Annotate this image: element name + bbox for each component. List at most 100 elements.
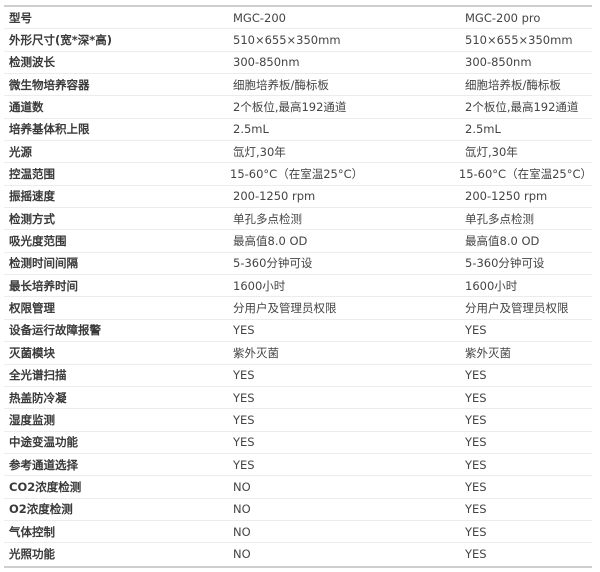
spec-label: 热盖防冷凝	[9, 390, 67, 405]
table-row: 培养基体积上限 2.5mL 2.5mL	[4, 119, 592, 142]
mgc-200-pro-value: YES	[465, 457, 487, 472]
mgc-200-value: 分用户及管理员权限	[233, 301, 337, 316]
mgc-200-value: NO	[233, 502, 251, 517]
spec-label: 培养基体积上限	[9, 122, 90, 137]
mgc-200-value: NO	[233, 547, 251, 562]
mgc-200-value: YES	[233, 368, 255, 383]
table-row: 光照功能 NO YES	[4, 543, 592, 565]
mgc-200-pro-value: 2.5mL	[465, 122, 501, 137]
mgc-200-pro-value: YES	[465, 368, 487, 383]
mgc-200-pro-value: 2个板位,最高192通道	[465, 100, 579, 115]
table-row: 检测时间间隔 5-360分钟可设 5-360分钟可设	[4, 253, 592, 276]
mgc-200-pro-value: 紫外灭菌	[465, 345, 511, 360]
spec-label: 外形尺寸(宽*深*高)	[9, 33, 113, 48]
mgc-200-pro-value: YES	[465, 412, 487, 427]
mgc-200-value: 紫外灭菌	[233, 345, 279, 360]
spec-label: 灭菌模块	[9, 345, 55, 360]
mgc-200-pro-value: 单孔多点检测	[465, 211, 534, 226]
mgc-200-pro-value: 1600小时	[465, 278, 518, 293]
mgc-200-value: MGC-200	[233, 10, 286, 25]
mgc-200-value: YES	[233, 457, 255, 472]
mgc-200-pro-value: MGC-200 pro	[465, 10, 541, 25]
mgc-200-value: 单孔多点检测	[233, 211, 302, 226]
mgc-200-value: 2个板位,最高192通道	[233, 100, 347, 115]
mgc-200-pro-value: 300-850nm	[465, 55, 532, 70]
spec-label: CO2浓度检测	[9, 479, 82, 494]
mgc-200-value: 2.5mL	[233, 122, 269, 137]
spec-label: O2浓度检测	[9, 502, 73, 517]
spec-label: 控温范围	[9, 167, 55, 182]
table-row: 中途变温功能 YES YES	[4, 432, 592, 454]
spec-label: 中途变温功能	[9, 435, 78, 450]
mgc-200-value: YES	[233, 412, 255, 427]
table-row: 光源 氙灯,30年 氙灯,30年	[4, 141, 592, 164]
table-row: 吸光度范围 最高值8.0 OD 最高值8.0 OD	[4, 230, 592, 253]
mgc-200-pro-value: 5-360分钟可设	[465, 256, 545, 271]
table-row: O2浓度检测 NO YES	[4, 499, 592, 521]
spec-label: 光照功能	[9, 547, 55, 562]
table-row: 控温范围 15-60°C（在室温25°C） 15-60°C（在室温25°C）	[4, 163, 592, 186]
mgc-200-pro-value: YES	[465, 502, 487, 517]
mgc-200-pro-value: YES	[465, 547, 487, 562]
mgc-200-pro-value: YES	[465, 435, 487, 450]
mgc-200-value: 细胞培养板/酶标板	[233, 77, 329, 92]
spec-label: 气体控制	[9, 524, 55, 539]
table-row: 最长培养时间 1600小时 1600小时	[4, 275, 592, 298]
table-row: 湿度监测 YES YES	[4, 409, 592, 432]
mgc-200-value: 15-60°C（在室温25°C）	[230, 167, 364, 182]
mgc-200-pro-value: 510×655×350mm	[465, 33, 573, 48]
table-row: 检测波长 300-850nm 300-850nm	[4, 52, 592, 75]
spec-label: 通道数	[9, 100, 44, 115]
table-row: 外形尺寸(宽*深*高) 510×655×350mm 510×655×350mm	[4, 29, 592, 52]
spec-label: 参考通道选择	[9, 457, 78, 472]
mgc-200-pro-value: YES	[465, 479, 487, 494]
spec-label: 设备运行故障报警	[9, 323, 101, 338]
mgc-200-value: 氙灯,30年	[233, 144, 286, 159]
mgc-200-pro-value: 200-1250 rpm	[465, 189, 548, 204]
table-row: 设备运行故障报警 YES YES	[4, 320, 592, 343]
spec-label: 检测波长	[9, 55, 55, 70]
spec-label: 型号	[9, 10, 32, 25]
spec-label: 振摇速度	[9, 189, 55, 204]
mgc-200-pro-value: 分用户及管理员权限	[465, 301, 569, 316]
mgc-200-value: NO	[233, 479, 251, 494]
mgc-200-value: 1600小时	[233, 278, 286, 293]
mgc-200-value: 510×655×350mm	[233, 33, 341, 48]
table-header-row: 型号 MGC-200 MGC-200 pro	[4, 7, 592, 30]
table-row: 微生物培养容器 细胞培养板/酶标板 细胞培养板/酶标板	[4, 74, 592, 97]
mgc-200-value: 300-850nm	[233, 55, 300, 70]
table-row: 热盖防冷凝 YES YES	[4, 387, 592, 410]
mgc-200-value: YES	[233, 390, 255, 405]
spec-comparison-table: 型号 MGC-200 MGC-200 pro 外形尺寸(宽*深*高) 510×655×3…	[4, 5, 592, 568]
table-row: 权限管理 分用户及管理员权限 分用户及管理员权限	[4, 297, 592, 320]
mgc-200-value: 200-1250 rpm	[233, 189, 316, 204]
table-row: 全光谱扫描 YES YES	[4, 365, 592, 387]
mgc-200-pro-value: YES	[465, 524, 487, 539]
mgc-200-value: YES	[233, 323, 255, 338]
table-row: 气体控制 NO YES	[4, 521, 592, 544]
spec-label: 全光谱扫描	[9, 368, 67, 383]
table-row: 检测方式 单孔多点检测 单孔多点检测	[4, 208, 592, 231]
table-row: CO2浓度检测 NO YES	[4, 476, 592, 499]
mgc-200-value: YES	[233, 435, 255, 450]
mgc-200-pro-value: YES	[465, 390, 487, 405]
mgc-200-pro-value: 15-60°C（在室温25°C）	[458, 167, 592, 182]
mgc-200-value: NO	[233, 524, 251, 539]
mgc-200-value: 最高值8.0 OD	[233, 234, 308, 249]
mgc-200-pro-value: 细胞培养板/酶标板	[465, 77, 561, 92]
spec-label: 检测时间间隔	[9, 256, 78, 271]
table-row: 灭菌模块 紫外灭菌 紫外灭菌	[4, 342, 592, 365]
spec-label: 最长培养时间	[9, 278, 78, 293]
table-row: 参考通道选择 YES YES	[4, 454, 592, 477]
mgc-200-value: 5-360分钟可设	[233, 256, 313, 271]
spec-label: 湿度监测	[9, 412, 55, 427]
mgc-200-pro-value: YES	[465, 323, 487, 338]
spec-label: 吸光度范围	[9, 234, 67, 249]
mgc-200-pro-value: 氙灯,30年	[465, 144, 518, 159]
spec-label: 权限管理	[9, 301, 55, 316]
table-row: 振摇速度 200-1250 rpm 200-1250 rpm	[4, 186, 592, 209]
spec-label: 检测方式	[9, 211, 55, 226]
spec-label: 微生物培养容器	[9, 77, 90, 92]
mgc-200-pro-value: 最高值8.0 OD	[465, 234, 540, 249]
spec-label: 光源	[9, 144, 32, 159]
